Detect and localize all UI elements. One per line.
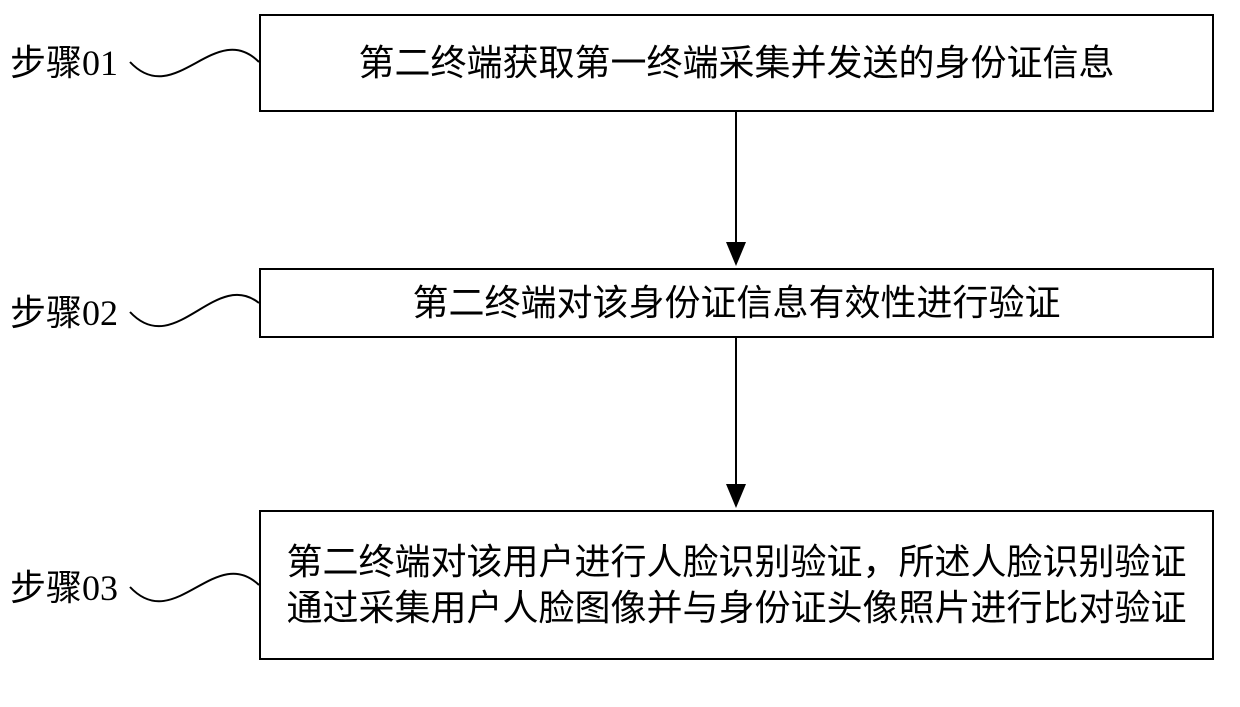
edge-02-03 — [0, 0, 1240, 707]
flowchart-canvas: 步骤01 步骤02 步骤03 第二终端获取第一终端采集并发送的身份证信息 第二终… — [0, 0, 1240, 707]
